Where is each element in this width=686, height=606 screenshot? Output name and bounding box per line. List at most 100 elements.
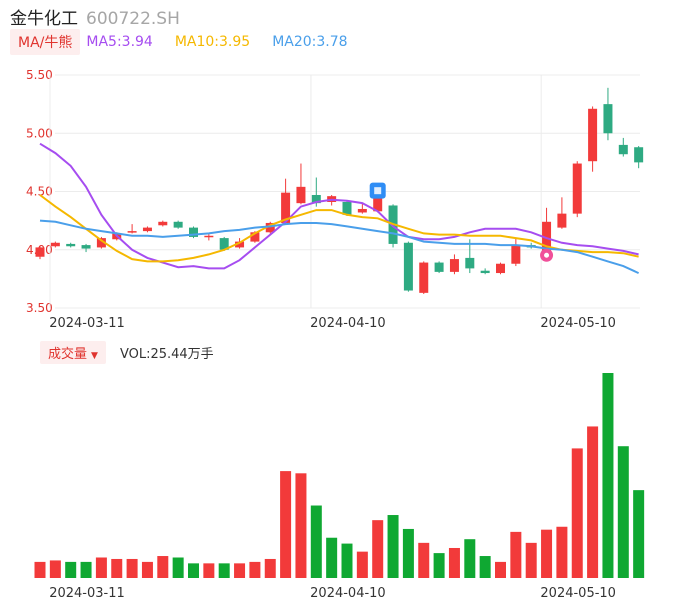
event-badge-inner bbox=[374, 187, 382, 195]
candle-body bbox=[419, 262, 429, 293]
candle-body bbox=[434, 262, 444, 272]
candle-body bbox=[449, 259, 459, 272]
volume-bar bbox=[387, 515, 399, 578]
ma5-legend: MA5:3.94 bbox=[86, 34, 153, 50]
ma-legend: MA/牛熊 MA5:3.94 MA10:3.95 MA20:3.78 bbox=[10, 29, 370, 55]
volume-bar bbox=[34, 561, 46, 578]
volume-bar bbox=[464, 539, 476, 578]
ma20-line bbox=[39, 219, 640, 275]
volume-bar bbox=[556, 526, 568, 578]
stock-name: 金牛化工 bbox=[10, 9, 78, 29]
volume-bar bbox=[510, 531, 522, 578]
candle-body bbox=[158, 221, 168, 226]
candle-body bbox=[511, 245, 521, 264]
candle-body bbox=[296, 186, 306, 204]
caret-down-icon: ▼ bbox=[91, 350, 98, 361]
volume-bar bbox=[495, 561, 506, 578]
volume-bar bbox=[172, 557, 184, 578]
volume-bar bbox=[111, 558, 123, 578]
volume-bar bbox=[126, 558, 138, 578]
volume-bar bbox=[295, 473, 307, 578]
ma10-line bbox=[39, 194, 639, 263]
volume-bar bbox=[141, 561, 153, 578]
volume-bar bbox=[280, 471, 292, 578]
ma-indicator-switch[interactable]: MA/牛熊 bbox=[10, 29, 81, 55]
candle-body bbox=[603, 104, 613, 134]
candle-body bbox=[173, 221, 183, 228]
volume-x-tick-label: 2024-03-11 bbox=[49, 586, 125, 601]
ma5-line bbox=[39, 142, 639, 270]
candle-body bbox=[189, 227, 198, 237]
pink-event-badge-inner bbox=[544, 252, 550, 258]
volume-bar bbox=[402, 528, 414, 578]
volume-bar bbox=[264, 558, 276, 578]
candle-body bbox=[81, 245, 91, 249]
candle-body bbox=[403, 242, 413, 291]
volume-bar bbox=[479, 556, 491, 578]
candle-body bbox=[373, 197, 383, 212]
candle-body bbox=[96, 238, 106, 248]
candle-body bbox=[342, 201, 352, 215]
candle-body bbox=[235, 241, 245, 248]
volume-bar bbox=[188, 563, 199, 578]
volume-x-tick-label: 2024-05-10 bbox=[540, 586, 616, 601]
candle-body bbox=[465, 257, 475, 269]
volume-bar bbox=[541, 529, 553, 578]
candle-body bbox=[618, 144, 628, 155]
candle-body bbox=[572, 163, 582, 214]
candle-body bbox=[357, 208, 367, 213]
volume-bar bbox=[80, 561, 92, 578]
candle-body bbox=[35, 247, 45, 257]
candle-body bbox=[142, 227, 152, 232]
volume-bar bbox=[65, 561, 77, 578]
candle-body bbox=[281, 192, 291, 223]
volume-switch-label: 成交量 bbox=[48, 346, 88, 362]
candle-body bbox=[480, 270, 490, 274]
volume-bar bbox=[571, 448, 583, 578]
volume-bar bbox=[249, 561, 261, 578]
volume-legend: 成交量 ▼ VOL:25.44万手 bbox=[40, 340, 214, 364]
candle-body bbox=[66, 243, 76, 247]
volume-bar bbox=[341, 543, 353, 578]
y-tick-label: 4.50 bbox=[26, 185, 53, 199]
x-tick-label: 2024-04-10 bbox=[310, 316, 386, 331]
volume-bar bbox=[95, 557, 107, 578]
ma10-legend: MA10:3.95 bbox=[174, 34, 251, 50]
volume-bar bbox=[418, 542, 430, 578]
ma20-legend: MA20:3.78 bbox=[272, 34, 348, 50]
volume-indicator-switch[interactable]: 成交量 ▼ bbox=[40, 340, 106, 364]
candle-body bbox=[634, 147, 644, 163]
volume-bar bbox=[356, 551, 368, 578]
volume-bar bbox=[433, 553, 445, 578]
volume-bar bbox=[203, 563, 215, 578]
volume-bar bbox=[326, 537, 338, 578]
candle-body bbox=[265, 222, 275, 233]
y-tick-label: 5.00 bbox=[26, 126, 53, 140]
y-tick-label: 5.50 bbox=[26, 68, 53, 82]
volume-bar bbox=[372, 520, 384, 578]
volume-bar bbox=[157, 556, 169, 578]
candle-body bbox=[250, 232, 260, 242]
volume-bar bbox=[218, 563, 230, 578]
volume-value: VOL:25.44万手 bbox=[119, 346, 214, 362]
volume-bar bbox=[525, 542, 537, 578]
x-tick-label: 2024-05-10 bbox=[540, 316, 616, 331]
candle-body bbox=[557, 213, 567, 228]
y-tick-label: 3.50 bbox=[26, 301, 53, 315]
candle-body bbox=[204, 235, 214, 238]
stock-code: 600722.SH bbox=[86, 9, 180, 29]
candle-body bbox=[496, 263, 505, 274]
volume-bar bbox=[310, 505, 322, 578]
volume-bar bbox=[602, 373, 614, 578]
candle-body bbox=[127, 231, 137, 233]
candle-body bbox=[219, 238, 229, 250]
volume-bar bbox=[234, 563, 246, 578]
volume-bar bbox=[587, 426, 599, 578]
x-tick-label: 2024-03-11 bbox=[49, 316, 125, 331]
volume-bar bbox=[633, 490, 645, 578]
candle-body bbox=[50, 242, 60, 247]
stock-header: 金牛化工 600722.SH bbox=[10, 4, 180, 29]
candle-body bbox=[311, 194, 321, 204]
volume-bar bbox=[617, 446, 629, 578]
